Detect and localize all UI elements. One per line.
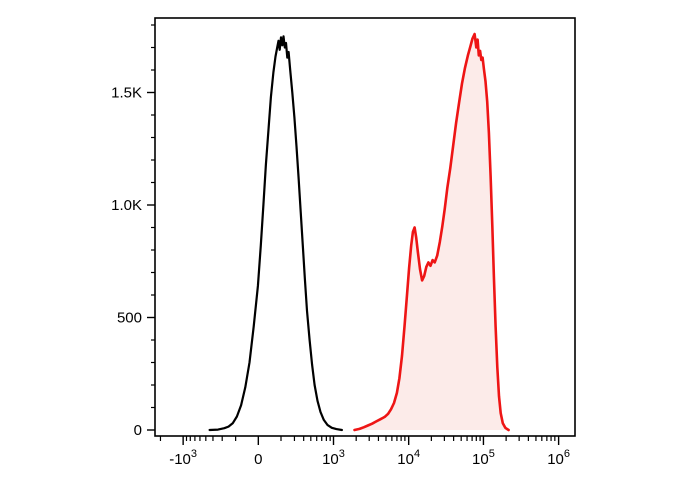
black-outline-histogram-curve bbox=[208, 35, 343, 432]
plot-frame bbox=[154, 17, 576, 437]
y-tick-label: 1.0K bbox=[111, 197, 142, 214]
y-tick-label: 500 bbox=[117, 310, 142, 327]
x-tick-label: 105 bbox=[472, 448, 495, 468]
y-tick-label: 1.5K bbox=[111, 85, 142, 102]
x-tick-label: 106 bbox=[547, 448, 570, 468]
y-tick-label: 0 bbox=[134, 422, 142, 439]
x-tick-label: 103 bbox=[322, 448, 345, 468]
x-tick-label: 104 bbox=[397, 448, 420, 468]
red-filled-histogram-curve bbox=[353, 32, 510, 432]
x-tick-label: -103 bbox=[169, 448, 197, 468]
red-filled-histogram-fill bbox=[354, 34, 509, 430]
x-tick-label: 0 bbox=[254, 451, 262, 468]
